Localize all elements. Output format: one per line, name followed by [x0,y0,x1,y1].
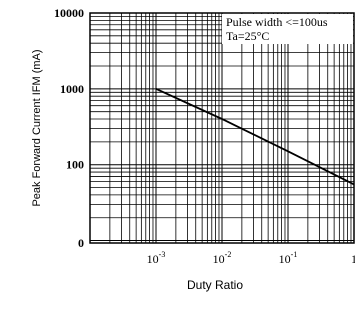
y-tick-label: 100 [66,158,84,172]
x-tick-label: 1 [351,252,355,266]
y-tick-label: 1000 [60,82,84,96]
x-tick-label: 10-3 [147,250,166,266]
series-line [155,87,355,186]
x-tick-label: 10-1 [279,250,298,266]
grid-lines [90,13,354,243]
legend-box [222,14,353,44]
y-axis-label: Peak Forward Current IFM (mA) [31,49,43,206]
y-tick-label: 0 [78,236,84,250]
series-group [155,87,355,186]
legend-line-1: Pulse width <=100us [226,15,328,29]
x-axis-label: Duty Ratio [187,278,243,292]
y-tick-label: 10000 [54,6,84,20]
x-tick-label: 10-2 [213,250,232,266]
legend: Pulse width <=100us Ta=25°C [222,14,353,44]
legend-line-2: Ta=25°C [226,29,269,43]
plot-frame [89,12,355,244]
